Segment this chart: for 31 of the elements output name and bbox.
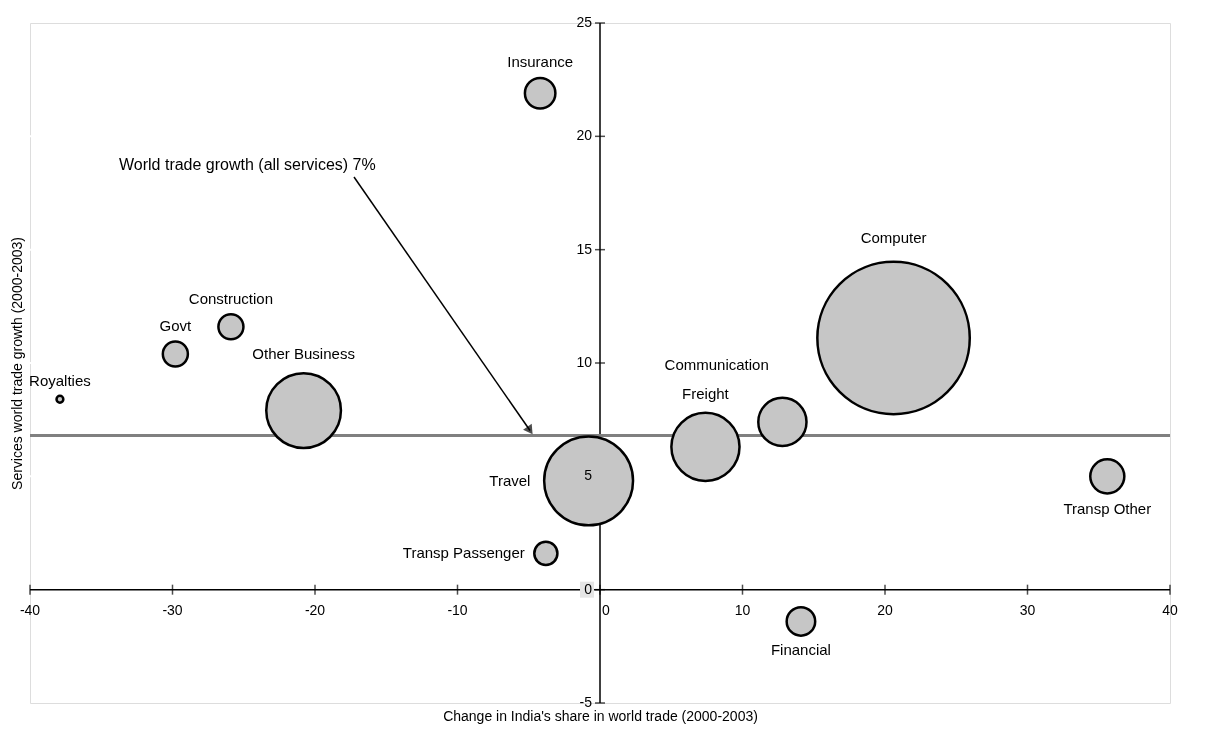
x-tick-label: 0 [602,601,611,618]
series-label: Transp Other [1063,499,1152,517]
series-label: Travel [489,471,531,489]
y-tick-label: 0 [584,580,593,597]
series-label: Computer [860,229,927,247]
y-tick-label: 15 [576,240,593,257]
series-label: Communication [664,355,769,373]
ref-line-label: World trade growth (all services) 7% [119,156,376,173]
series-label: Other Business [252,345,355,363]
x-tick-label: 20 [877,601,893,618]
y-tick-label: 10 [576,354,593,370]
x-tick-label: -30 [162,601,183,618]
x-tick-label: -40 [19,601,41,618]
series-label: Insurance [507,53,574,71]
series-label: Construction [188,289,274,307]
series-label: Royalties [29,372,91,390]
x-tick-label: -10 [447,601,468,618]
y-axis-title: Services world trade growth (2000-2003) [8,237,25,490]
x-tick-label: 30 [1019,601,1036,618]
series-label: Transp Passenger [402,544,525,562]
y-tick-label: -5 [579,694,593,710]
x-tick-label: 10 [734,601,751,618]
x-tick-label: 40 [1162,601,1178,618]
series-label: Govt [159,316,193,334]
series-label: Freight [682,385,730,403]
series-label: Financial [770,641,831,659]
y-tick-label: 5 [584,467,593,484]
x-tick-label: -20 [304,601,326,618]
y-tick-label: 25 [576,14,593,30]
y-tick-label: 20 [576,127,593,144]
x-axis-title: Change in India's share in world trade (2000-2003) [443,707,758,724]
